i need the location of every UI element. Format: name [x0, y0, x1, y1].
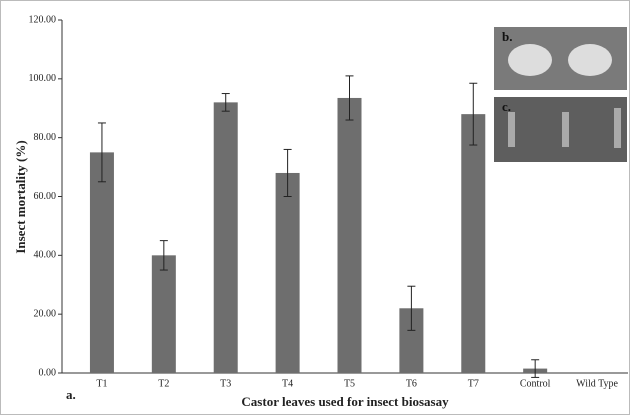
inset-larva: [562, 112, 569, 147]
bar: [338, 98, 362, 373]
x-tick-label: Wild Type: [576, 378, 618, 389]
y-tick-label: 0.00: [39, 367, 57, 378]
annotation: c.: [502, 99, 511, 114]
inset-larva: [614, 108, 621, 148]
x-tick-label: T4: [282, 378, 293, 389]
y-tick-label: 80.00: [34, 132, 57, 143]
annotation: b.: [502, 29, 512, 44]
y-tick-label: 60.00: [34, 191, 57, 202]
y-tick-label: 40.00: [34, 250, 57, 261]
y-axis-title: Insect mortality (%): [13, 140, 28, 253]
chart: b. c. a. Castor leaves used for insect b…: [0, 0, 630, 415]
x-tick-label: T5: [344, 378, 355, 389]
inset-larva: [508, 44, 552, 76]
x-tick-label: Control: [520, 378, 551, 389]
bar: [214, 102, 238, 373]
bar: [90, 152, 114, 373]
bar: [276, 173, 300, 373]
x-tick-label: T2: [158, 378, 169, 389]
x-tick-label: T1: [96, 378, 107, 389]
inset-larva: [568, 44, 612, 76]
y-tick-label: 120.00: [29, 14, 57, 25]
x-axis-title: Castor leaves used for insect biosasay: [241, 394, 449, 409]
x-tick-label: T7: [468, 378, 479, 389]
inset-larva: [508, 112, 515, 147]
y-tick-label: 100.00: [29, 73, 57, 84]
annotation: a.: [66, 387, 76, 402]
y-tick-label: 20.00: [34, 308, 57, 319]
x-tick-label: T6: [406, 378, 417, 389]
bar: [461, 114, 485, 373]
x-tick-label: T3: [220, 378, 231, 389]
bar: [152, 255, 176, 373]
